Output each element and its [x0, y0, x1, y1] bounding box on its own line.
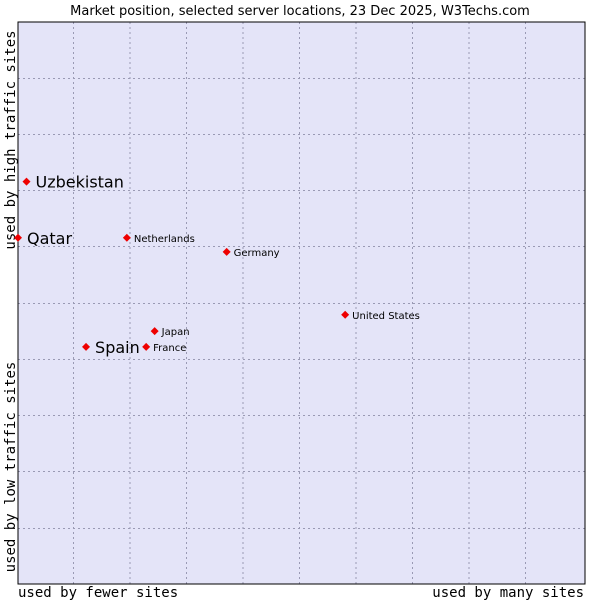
gridlines: [18, 22, 585, 584]
marker-united-states: [341, 310, 350, 319]
y-axis-label-bottom: used by low traffic sites: [3, 362, 19, 573]
x-axis-label-left: used by fewer sites: [18, 585, 178, 600]
marker-qatar: [14, 233, 22, 242]
plot-border: [17, 21, 586, 585]
plot-area: [18, 22, 585, 584]
point-germany: Germany: [222, 247, 280, 259]
x-axis-label-right: used by many sites: [432, 585, 584, 600]
marker-japan: [150, 327, 159, 336]
label-qatar: Qatar: [27, 229, 72, 248]
marker-spain: [82, 342, 91, 351]
point-japan: Japan: [150, 327, 190, 338]
point-spain: Spain: [82, 338, 140, 357]
marker-germany: [222, 247, 231, 256]
data-points: Uzbekistan Qatar Netherlands Germany United …: [14, 173, 420, 357]
marker-france: [142, 342, 151, 351]
point-france: France: [142, 342, 186, 354]
point-qatar: Qatar: [14, 229, 72, 248]
label-uzbekistan: Uzbekistan: [36, 173, 124, 192]
label-france: France: [153, 343, 186, 354]
marker-uzbekistan: [22, 177, 31, 186]
label-germany: Germany: [234, 248, 280, 259]
point-uzbekistan: Uzbekistan: [22, 173, 124, 192]
chart-title: Market position, selected server locatio…: [70, 4, 530, 19]
label-netherlands: Netherlands: [134, 234, 195, 245]
marker-netherlands: [122, 233, 131, 242]
point-united-states: United States: [341, 310, 420, 322]
label-japan: Japan: [161, 327, 190, 338]
label-spain: Spain: [95, 338, 140, 357]
y-axis-label-top: used by high traffic sites: [3, 30, 19, 249]
point-netherlands: Netherlands: [122, 233, 195, 245]
label-united-states: United States: [352, 311, 420, 322]
